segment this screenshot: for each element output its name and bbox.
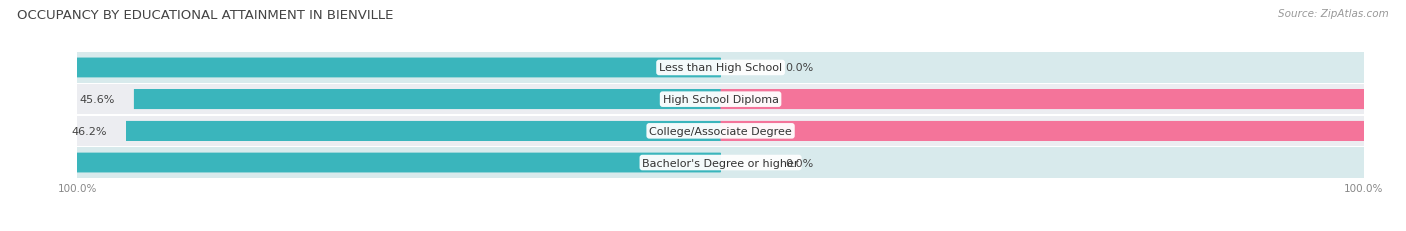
Text: OCCUPANCY BY EDUCATIONAL ATTAINMENT IN BIENVILLE: OCCUPANCY BY EDUCATIONAL ATTAINMENT IN B…	[17, 9, 394, 22]
Bar	[77, 148, 1364, 178]
Text: Bachelor's Degree or higher: Bachelor's Degree or higher	[643, 158, 799, 168]
Bar	[77, 53, 1364, 83]
Text: 46.2%: 46.2%	[72, 126, 107, 136]
Bar	[77, 85, 1364, 115]
Text: Source: ZipAtlas.com: Source: ZipAtlas.com	[1278, 9, 1389, 19]
Text: 0.0%: 0.0%	[785, 63, 813, 73]
FancyBboxPatch shape	[134, 90, 721, 109]
Text: 45.6%: 45.6%	[79, 95, 115, 105]
Bar	[77, 116, 1364, 146]
FancyBboxPatch shape	[720, 90, 1406, 109]
FancyBboxPatch shape	[0, 58, 721, 78]
FancyBboxPatch shape	[0, 153, 721, 173]
Bar	[0, 58, 721, 78]
Bar	[721, 90, 1406, 109]
Bar	[721, 122, 1406, 141]
Text: High School Diploma: High School Diploma	[662, 95, 779, 105]
Text: College/Associate Degree: College/Associate Degree	[650, 126, 792, 136]
FancyBboxPatch shape	[720, 122, 1406, 141]
Text: 0.0%: 0.0%	[785, 158, 813, 168]
FancyBboxPatch shape	[127, 122, 721, 141]
Bar	[0, 153, 721, 173]
Text: Less than High School: Less than High School	[659, 63, 782, 73]
Bar	[134, 90, 721, 109]
Bar	[127, 122, 720, 141]
